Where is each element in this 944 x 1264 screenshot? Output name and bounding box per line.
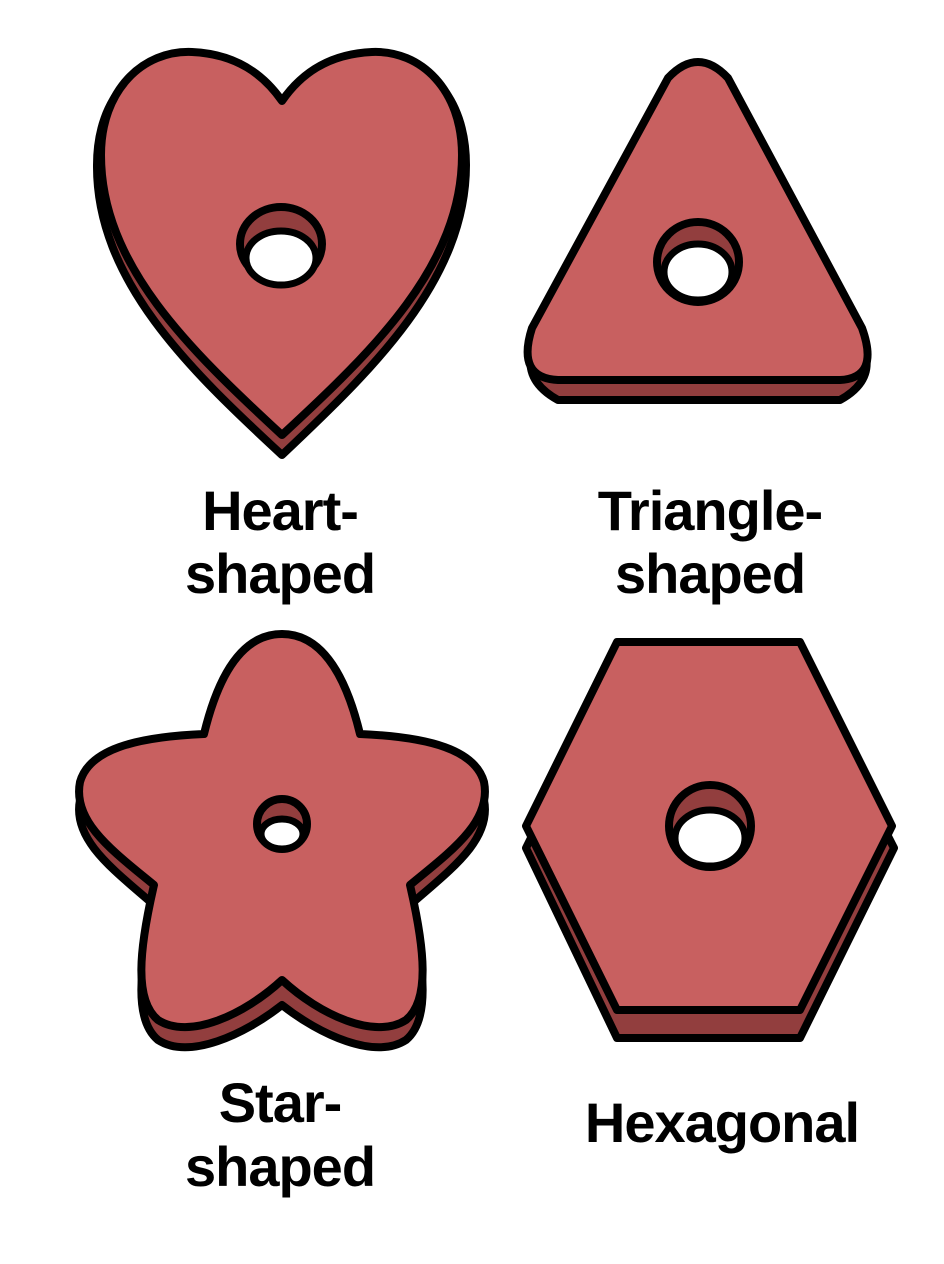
triangle-label-line1: Triangle- xyxy=(598,479,822,542)
heart-hole xyxy=(242,227,320,289)
star-shaped-bead xyxy=(75,630,489,1052)
star-label-line1: Star- xyxy=(219,1071,342,1134)
heart-label-line1: Heart- xyxy=(202,479,358,542)
heart-label-line2: shaped xyxy=(185,542,375,605)
star-label-line2: shaped xyxy=(185,1135,375,1198)
hexagon-hole xyxy=(671,806,749,870)
heart-shaped-bead xyxy=(92,47,470,459)
hexagonal-bead xyxy=(522,638,898,1042)
triangle-shaped-bead xyxy=(523,58,872,404)
hexagonal-label: Hexagonal xyxy=(585,1091,859,1154)
star-hole xyxy=(257,815,307,853)
triangle-hole xyxy=(660,240,736,304)
triangle-label-line2: shaped xyxy=(615,542,805,605)
